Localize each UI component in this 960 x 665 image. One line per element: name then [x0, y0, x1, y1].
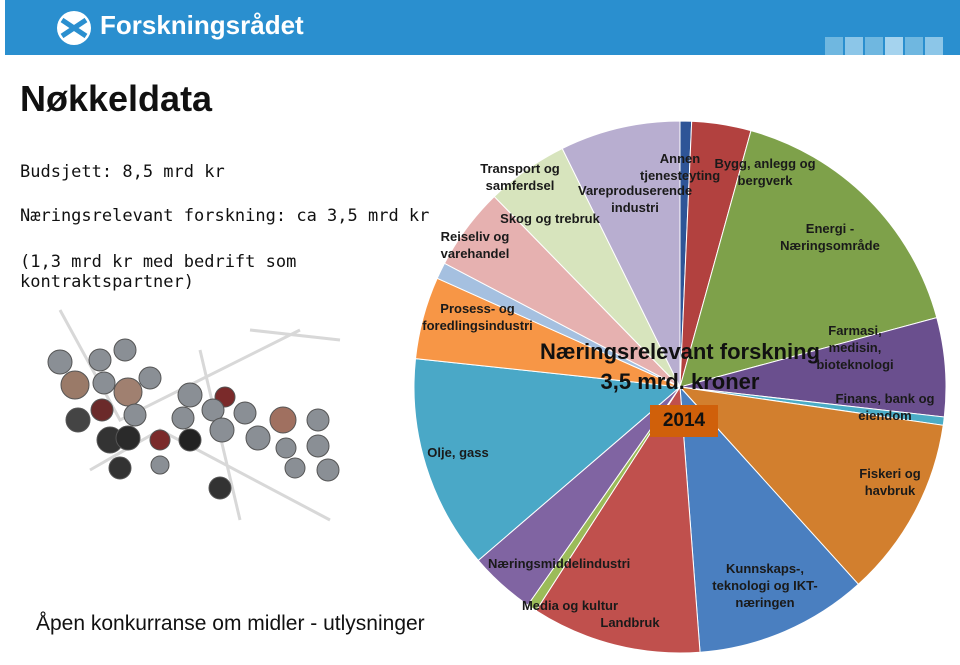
- slice-label: Reiseliv og varehandel: [440, 229, 510, 261]
- body-line: (1,3 mrd kr med bedrift som kontraktspar…: [20, 252, 297, 292]
- slice-label: Media og kultur: [521, 598, 619, 613]
- slice-label: Energi - Næringsområde: [780, 221, 880, 253]
- pie-slice: [413, 358, 682, 562]
- header-bar: [5, 0, 960, 55]
- slice-label: Annen tjenesteyting: [640, 151, 721, 183]
- slice-label: Fiskeri og havbruk: [859, 466, 921, 498]
- slice-label: Prosess- og foredlingsindustri: [422, 301, 533, 333]
- pie-slice: [679, 130, 938, 388]
- slice-label: Kunnskaps-, teknologi og IKT-næringen: [712, 561, 818, 610]
- slice-label: Olje, gass: [427, 445, 489, 460]
- slide-title: Nøkkeldata: [20, 78, 213, 119]
- logo-icon: [57, 11, 91, 45]
- chart-title: Næringsrelevant forskning 3,5 mrd. krone…: [540, 339, 820, 394]
- footer-text: Åpen konkurranse om midler - utlysninger: [36, 612, 425, 635]
- pie-slice: [535, 385, 701, 654]
- slice-label: Skog og trebruk: [500, 211, 600, 226]
- year-badge: [650, 405, 718, 437]
- pie-slice: [679, 385, 860, 653]
- slice-label: Finans, bank og eiendom: [835, 391, 935, 423]
- slice-label: Transport og samferdsel: [480, 161, 560, 193]
- slice-label: Vareproduserende industri: [578, 183, 693, 215]
- logo-text: Forskningsrådet: [100, 10, 304, 40]
- chart-subtitle: 2014: [662, 410, 706, 431]
- slice-label: Bygg, anlegg og bergverk: [714, 156, 816, 188]
- header-squares: [825, 37, 943, 55]
- pie-slice: [561, 120, 681, 388]
- slice-label: Landbruk: [600, 615, 660, 630]
- slice-label: Næringsmiddelindustri: [488, 556, 631, 571]
- pie: [413, 120, 947, 654]
- slice-label: Farmasi, medisin, bioteknologi: [816, 323, 894, 372]
- body-line: Budsjett: 8,5 mrd kr: [20, 162, 225, 182]
- coins-photo: [47, 309, 341, 522]
- body-line: Næringsrelevant forskning: ca 3,5 mrd kr: [20, 206, 430, 226]
- pie-slice: [678, 386, 944, 586]
